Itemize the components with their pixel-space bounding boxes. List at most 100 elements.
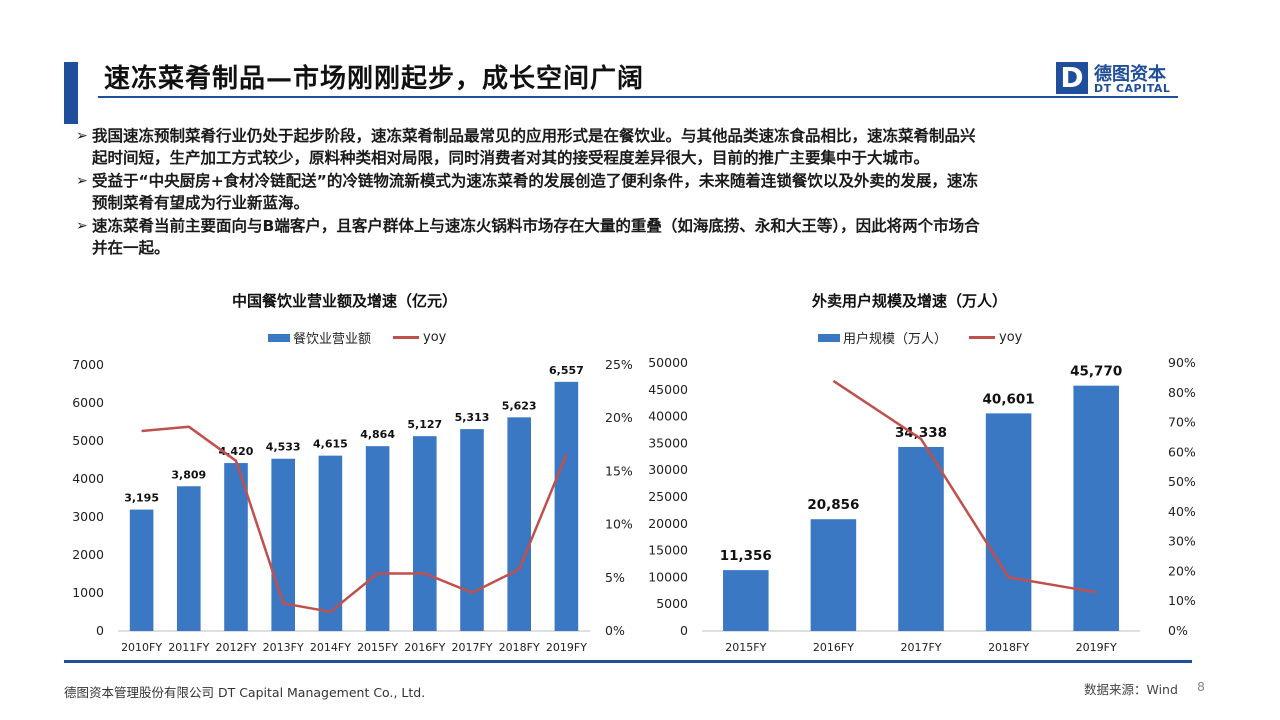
x-axis-category-label: 2015FY [725, 641, 766, 654]
bar-data-label: 5,127 [407, 418, 442, 431]
chart1-plot: 0 1000 2000 3000 4000 5000 6000 7000 0% 5% 10% 15% 2… [72, 357, 633, 654]
right-axis-tick-label: 80% [1168, 385, 1196, 400]
x-axis-category-label: 2019FY [546, 641, 587, 654]
left-axis-tick-label: 15000 [648, 543, 688, 558]
bullet-text-line: 我国速冻预制菜肴行业仍处于起步阶段，速冻菜肴制品最常见的应用形式是在餐饮业。与其… [92, 127, 976, 145]
bullet-text-line: 受益于“中央厨房+食材冷链配送”的冷链物流新模式为速冻菜肴的发展创造了便利条件，… [92, 172, 978, 190]
bar [460, 429, 484, 631]
chart2-title: 外卖用户规模及增速（万人） [812, 292, 1008, 310]
bar-data-label: 5,313 [455, 411, 490, 424]
left-axis-tick-label: 7000 [72, 357, 104, 372]
bar [985, 413, 1032, 631]
left-axis-tick-label: 50000 [648, 355, 688, 370]
right-axis-tick-label: 40% [1168, 504, 1196, 519]
bullet-arrow-icon: ➢ [76, 128, 88, 144]
chart1-legend: 餐饮业营业额 yoy [268, 328, 446, 347]
bar-data-label: 3,809 [171, 468, 206, 481]
legend-line-label: yoy [423, 330, 447, 345]
x-axis-category-label: 2016FY [404, 641, 445, 654]
bar-data-label: 4,533 [266, 441, 301, 454]
bullet-text-line: 预制菜肴有望成为行业新蓝海。 [92, 194, 310, 212]
right-axis-tick-label: 5% [605, 570, 625, 585]
x-axis-category-label: 2019FY [1076, 641, 1117, 654]
left-axis-tick-label: 1000 [72, 585, 104, 600]
right-axis-tick-label: 20% [605, 410, 633, 425]
legend-line-swatch [969, 336, 996, 339]
right-axis-tick-label: 0% [1168, 623, 1188, 638]
right-axis-tick-label: 20% [1168, 563, 1196, 578]
legend-bar-swatch [268, 333, 290, 342]
bar-data-label: 45,770 [1070, 364, 1122, 380]
right-axis-tick-label: 25% [605, 357, 633, 372]
left-axis-tick-label: 45000 [648, 382, 688, 397]
left-axis-tick-label: 2000 [72, 547, 104, 562]
bullet-text-line: 速冻菜肴当前主要面向与B端客户，且客户群体上与速冻火锅料市场存在大量的重叠（如海… [92, 217, 980, 235]
bar-data-label: 4,864 [360, 428, 395, 441]
bar [365, 446, 390, 631]
bar [318, 455, 343, 631]
title-accent-bar [64, 62, 78, 124]
bar [129, 509, 154, 631]
bar [554, 381, 579, 631]
footer-divider [64, 660, 1192, 663]
left-axis-tick-label: 30000 [648, 462, 688, 477]
x-axis-category-label: 2013FY [263, 641, 304, 654]
footer-source: 数据来源：Wind [1084, 682, 1178, 697]
bullet-item: ➢ 速冻菜肴当前主要面向与B端客户，且客户群体上与速冻火锅料市场存在大量的重叠（… [76, 215, 1186, 259]
x-axis-category-label: 2018FY [988, 641, 1029, 654]
bullet-arrow-icon: ➢ [76, 173, 88, 189]
company-logo: D 德图资本 DT CAPITAL [1056, 62, 1180, 96]
logo-cn-text: 德图资本 [1094, 64, 1166, 85]
left-axis-tick-label: 5000 [72, 433, 104, 448]
right-axis-tick-label: 10% [1168, 593, 1196, 608]
bar [898, 446, 944, 631]
x-axis-category-label: 2011FY [168, 641, 209, 654]
page-title: 速冻菜肴制品—市场刚刚起步，成长空间广阔 [104, 64, 645, 94]
bar-data-label: 3,195 [124, 492, 159, 505]
legend-line-swatch [393, 336, 420, 339]
right-axis-tick-label: 15% [605, 463, 633, 478]
bar-data-label: 11,356 [720, 548, 772, 564]
bar-data-label: 40,601 [983, 391, 1035, 407]
right-axis-tick-label: 90% [1168, 355, 1196, 370]
left-axis-tick-label: 3000 [72, 509, 104, 524]
page-number: 8 [1197, 679, 1205, 694]
x-axis-category-label: 2012FY [215, 641, 256, 654]
bar-data-label: 6,557 [549, 364, 584, 377]
legend-line-label: yoy [999, 330, 1023, 345]
bullet-text-line: 并在一起。 [92, 239, 170, 257]
bar-data-label: 20,856 [807, 497, 859, 513]
x-axis-category-label: 2017FY [451, 641, 492, 654]
right-axis-tick-label: 10% [605, 517, 633, 532]
x-axis-category-label: 2017FY [900, 641, 941, 654]
logo-en-text: DT CAPITAL [1094, 82, 1171, 95]
bullet-item: ➢ 我国速冻预制菜肴行业仍处于起步阶段，速冻菜肴制品最常见的应用形式是在餐饮业。… [76, 125, 1186, 169]
x-axis-category-label: 2018FY [499, 641, 540, 654]
bar-data-label: 4,615 [313, 438, 348, 451]
footer-company: 德图资本管理股份有限公司 DT Capital Management Co., … [64, 685, 426, 700]
left-axis-tick-label: 0 [680, 623, 688, 638]
bar [1073, 385, 1119, 631]
yoy-line [141, 425, 568, 614]
x-axis-category-label: 2010FY [121, 641, 162, 654]
legend-bar-label: 用户规模（万人） [843, 332, 948, 347]
right-axis-tick-label: 70% [1168, 415, 1196, 430]
left-axis-tick-label: 25000 [648, 489, 688, 504]
chart2-legend: 用户规模（万人） yoy [818, 328, 1022, 347]
left-axis-tick-label: 35000 [648, 435, 688, 450]
yoy-line [832, 379, 1097, 594]
title-divider [98, 96, 1178, 98]
bar [723, 570, 769, 631]
bullet-list: ➢ 我国速冻预制菜肴行业仍处于起步阶段，速冻菜肴制品最常见的应用形式是在餐饮业。… [76, 125, 1186, 260]
left-axis-tick-label: 40000 [648, 409, 688, 424]
left-axis-tick-label: 20000 [648, 516, 688, 531]
bar [413, 436, 437, 631]
bar-data-label: 5,623 [502, 399, 537, 412]
x-axis-category-label: 2015FY [357, 641, 398, 654]
bar [507, 417, 531, 631]
right-axis-tick-label: 50% [1168, 474, 1196, 489]
bullet-item: ➢ 受益于“中央厨房+食材冷链配送”的冷链物流新模式为速冻菜肴的发展创造了便利条… [76, 170, 1186, 214]
left-axis-tick-label: 10000 [648, 569, 688, 584]
bar [177, 486, 201, 631]
bar [810, 519, 857, 631]
